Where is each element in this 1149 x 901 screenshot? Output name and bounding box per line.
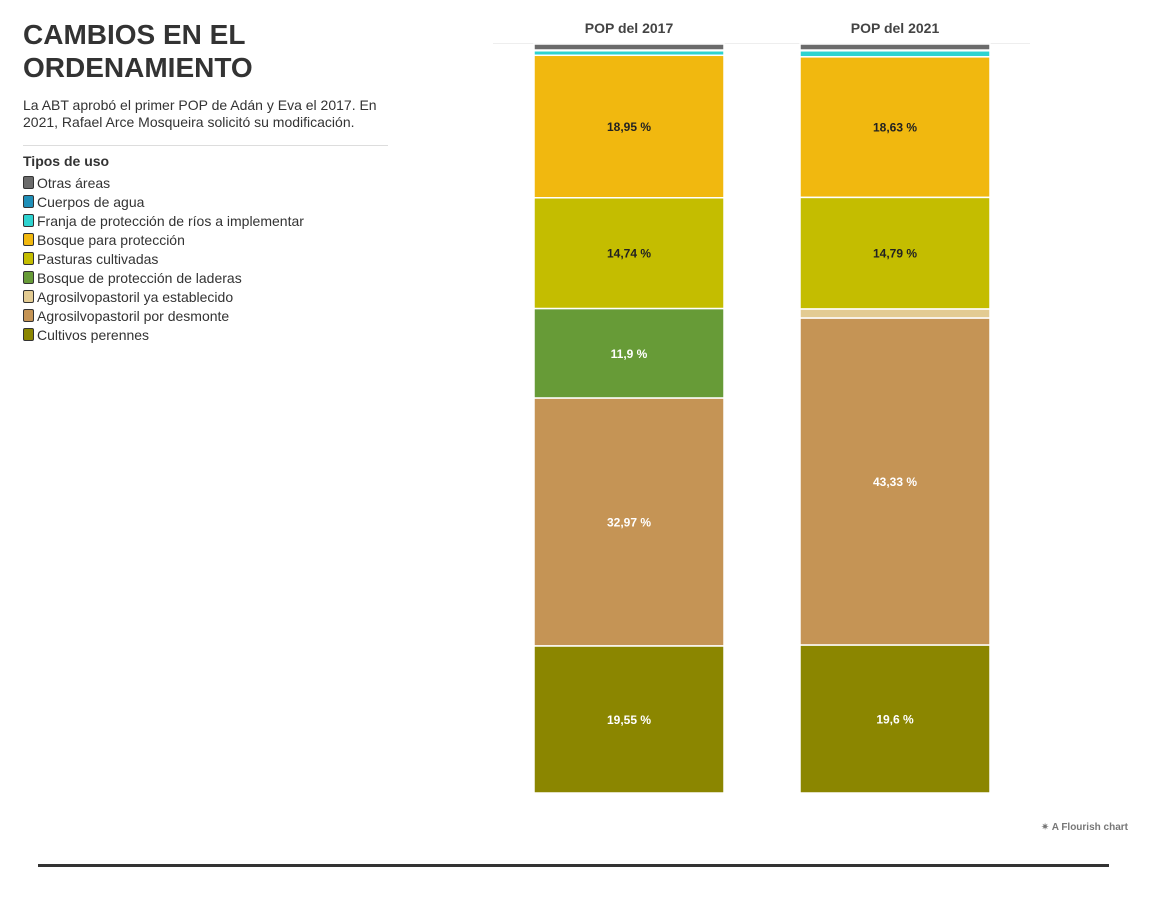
data-label: 14,74 % (607, 247, 651, 261)
bar-segment[interactable] (533, 307, 725, 399)
legend-label: Agrosilvopastoril por desmonte (37, 307, 230, 324)
flourish-credit[interactable]: ✷ A Flourish chart (1041, 822, 1128, 833)
data-label: 32,97 % (607, 516, 651, 530)
bar-segment[interactable] (533, 43, 725, 51)
legend: Tipos de uso Otras áreas Cuerpos de agua… (23, 153, 403, 344)
bar-segment[interactable] (533, 54, 725, 199)
legend-label: Pasturas cultivadas (37, 250, 159, 267)
data-label: 19,55 % (607, 713, 651, 727)
legend-item-bosque-laderas[interactable]: Bosque de protección de laderas (23, 268, 403, 287)
legend-label: Agrosilvopastoril ya establecido (37, 288, 234, 305)
legend-item-agrosilvopastoril-desmonte[interactable]: Agrosilvopastoril por desmonte (23, 306, 403, 325)
legend-item-otras-areas[interactable]: Otras áreas (23, 173, 403, 192)
bar-segment[interactable] (799, 56, 991, 199)
bar-segment[interactable] (799, 644, 991, 794)
legend-label: Cuerpos de agua (37, 193, 145, 210)
data-label: 14,79 % (873, 247, 917, 261)
legend-item-cuerpos-de-agua[interactable]: Cuerpos de agua (23, 192, 403, 211)
legend-item-franja-proteccion-rios[interactable]: Franja de protección de ríos a implement… (23, 211, 403, 230)
legend-label: Bosque para protección (37, 231, 185, 248)
bars-layer: 18,95 % 14,74 % 11,9 % 32,97 % 19,55 % 18,63 … (533, 43, 991, 794)
bar-segment[interactable] (799, 43, 991, 51)
legend-swatch (23, 195, 34, 208)
category-label: POP del 2021 (851, 20, 940, 36)
flourish-icon: ✷ (1040, 822, 1050, 833)
bar-segment[interactable] (799, 196, 991, 310)
bottom-rule (38, 864, 1109, 867)
legend-item-agrosilvopastoril-establecido[interactable]: Agrosilvopastoril ya establecido (23, 287, 403, 306)
bar-segment[interactable] (533, 197, 725, 310)
data-label: 19,6 % (876, 713, 914, 727)
legend-swatch (23, 214, 34, 227)
legend-swatch (23, 233, 34, 246)
legend-item-bosque-proteccion[interactable]: Bosque para protección (23, 230, 403, 249)
legend-label: Cultivos perennes (37, 326, 150, 343)
data-label: 43,33 % (873, 475, 917, 489)
legend-label: Bosque de protección de laderas (37, 269, 242, 286)
legend-item-cultivos-perennes[interactable]: Cultivos perennes (23, 325, 403, 344)
stacked-bar-chart: 18,95 % 14,74 % 11,9 % 32,97 % 19,55 % 18,63 … (493, 20, 1030, 794)
bar-segment[interactable] (533, 645, 725, 794)
legend-swatch (23, 290, 34, 303)
data-label: 18,63 % (873, 121, 917, 135)
bar-segment[interactable] (533, 397, 725, 647)
header-divider (23, 145, 388, 146)
legend-item-pasturas-cultivadas[interactable]: Pasturas cultivadas (23, 249, 403, 268)
legend-label: Franja de protección de ríos a implement… (37, 212, 304, 229)
legend-swatch (23, 176, 34, 189)
legend-swatch (23, 309, 34, 322)
legend-swatch (23, 252, 34, 265)
flourish-credit-label: A Flourish chart (1051, 822, 1128, 833)
legend-swatch (23, 271, 34, 284)
chart-title: CAMBIOS EN EL ORDENAMIENTO (23, 19, 253, 83)
data-label: 11,9 % (611, 347, 648, 361)
legend-label: Otras áreas (37, 174, 111, 191)
bar-segment[interactable] (799, 317, 991, 646)
legend-title: Tipos de uso (23, 153, 110, 169)
chart-subtitle: La ABT aprobó el primer POP de Adán y Ev… (23, 97, 377, 130)
bar-segment[interactable] (799, 308, 991, 319)
category-label: POP del 2017 (585, 20, 674, 36)
bar-segment[interactable] (799, 50, 991, 58)
data-label: 18,95 % (607, 120, 651, 134)
legend-swatch (23, 328, 34, 341)
